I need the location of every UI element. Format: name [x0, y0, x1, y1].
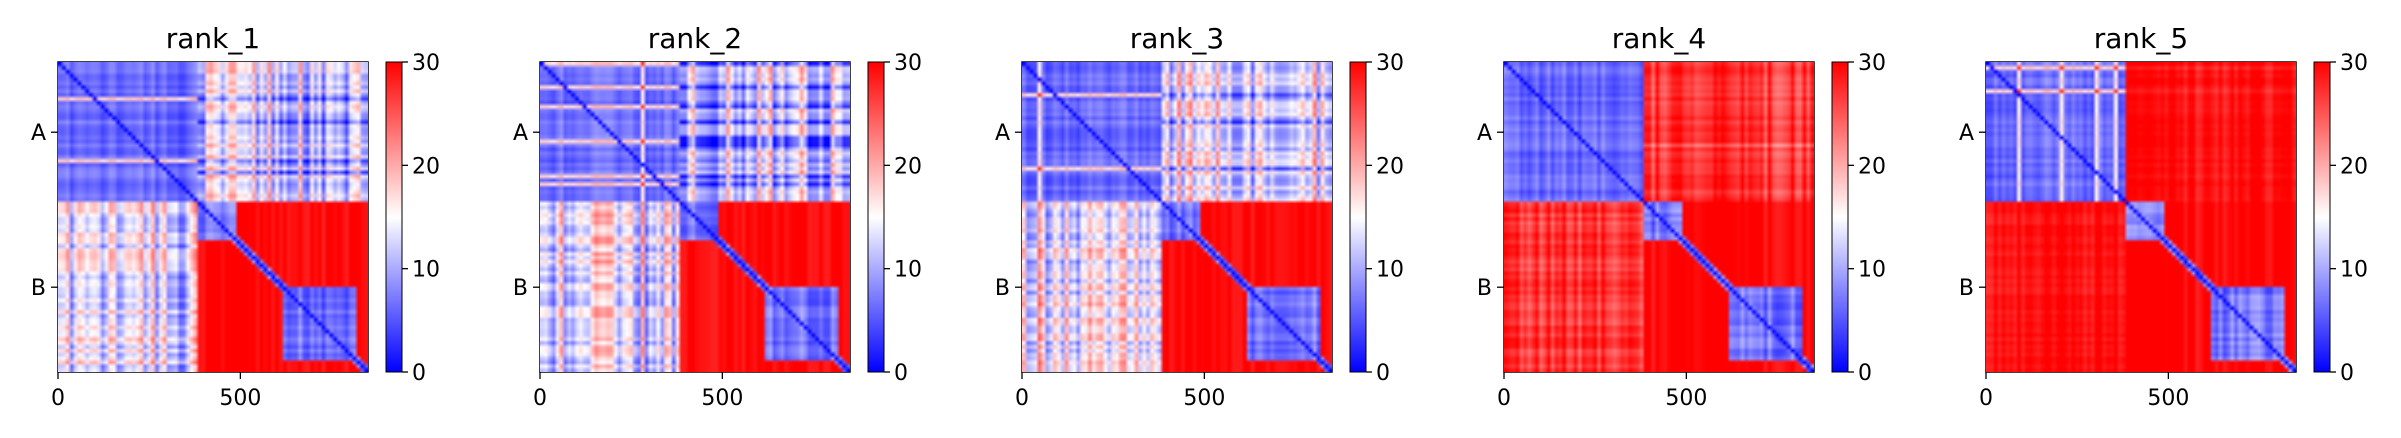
y-tick-label-A: A — [513, 121, 528, 146]
colorbar-tick-label: 0 — [1376, 361, 1390, 386]
panel-title: rank_5 — [2094, 22, 2188, 55]
colorbar-tick-label: 10 — [2340, 258, 2368, 283]
colorbar-tick-label: 10 — [894, 258, 922, 283]
colorbar-tick-label: 0 — [894, 361, 908, 386]
x-tick-label: 500 — [1665, 386, 1707, 411]
panel-rank_4: rank_4 A B 0 500 0 10 20 30 — [1477, 22, 1886, 411]
y-tick-label-B: B — [995, 276, 1010, 301]
y-tick-label-B: B — [1477, 276, 1492, 301]
y-tick-label-B: B — [513, 276, 528, 301]
colorbar-tick-label: 20 — [1858, 154, 1886, 179]
colorbar-tick-label: 10 — [1376, 258, 1404, 283]
colorbar — [1350, 62, 1366, 372]
x-tick-label: 500 — [2147, 386, 2189, 411]
colorbar-tick-label: 0 — [412, 361, 426, 386]
pae-heatmap-5 — [1986, 62, 2296, 372]
pae-heatmap-2 — [540, 62, 850, 372]
x-tick-label: 0 — [533, 386, 547, 411]
pae-heatmap-1 — [58, 62, 368, 372]
colorbar-tick-label: 30 — [2340, 51, 2368, 76]
y-tick-label-A: A — [1477, 121, 1492, 146]
colorbar-frame — [385, 61, 403, 373]
panel-title: rank_1 — [166, 22, 260, 55]
colorbar-tick-label: 30 — [1858, 51, 1886, 76]
y-tick-label-B: B — [31, 276, 46, 301]
x-tick-label: 0 — [1979, 386, 1993, 411]
panel-title: rank_4 — [1612, 22, 1706, 55]
pae-heatmap-4 — [1504, 62, 1814, 372]
colorbar-tick-label: 20 — [412, 154, 440, 179]
colorbar-tick-label: 30 — [412, 51, 440, 76]
x-tick-label: 500 — [219, 386, 261, 411]
x-tick-label: 0 — [51, 386, 65, 411]
colorbar — [386, 62, 402, 372]
x-tick-label: 0 — [1497, 386, 1511, 411]
colorbar — [1832, 62, 1848, 372]
y-tick-label-B: B — [1959, 276, 1974, 301]
colorbar-frame — [1831, 61, 1849, 373]
colorbar-frame — [2313, 61, 2331, 373]
colorbar-tick-label: 10 — [412, 258, 440, 283]
panel-title: rank_2 — [648, 22, 742, 55]
y-tick-label-A: A — [31, 121, 46, 146]
colorbar-tick-label: 20 — [1376, 154, 1404, 179]
colorbar-frame — [867, 61, 885, 373]
colorbar-tick-label: 20 — [894, 154, 922, 179]
x-tick-label: 500 — [701, 386, 743, 411]
colorbar-tick-label: 10 — [1858, 258, 1886, 283]
colorbar-tick-label: 0 — [1858, 361, 1872, 386]
panel-title: rank_3 — [1130, 22, 1224, 55]
x-tick-label: 500 — [1183, 386, 1225, 411]
colorbar-tick-label: 30 — [1376, 51, 1404, 76]
colorbar-tick-label: 20 — [2340, 154, 2368, 179]
colorbar-tick-label: 30 — [894, 51, 922, 76]
colorbar-tick-label: 0 — [2340, 361, 2354, 386]
pae-heatmap-3 — [1022, 62, 1332, 372]
y-tick-label-A: A — [995, 121, 1010, 146]
x-tick-label: 0 — [1015, 386, 1029, 411]
colorbar-frame — [1349, 61, 1367, 373]
colorbar — [868, 62, 884, 372]
y-tick-label-A: A — [1959, 121, 1974, 146]
colorbar — [2314, 62, 2330, 372]
